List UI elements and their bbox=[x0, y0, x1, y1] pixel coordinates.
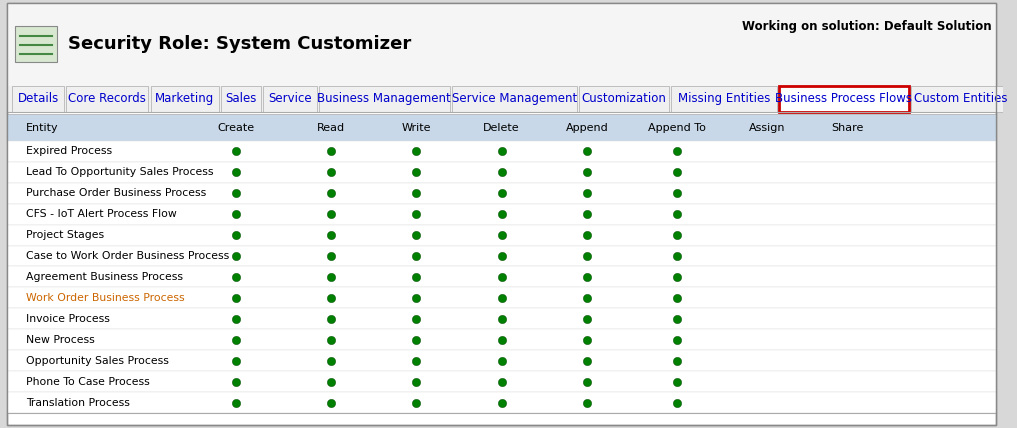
Bar bbox=[7, 267, 997, 287]
Text: Share: Share bbox=[832, 122, 864, 133]
Bar bbox=[7, 86, 997, 112]
Bar bbox=[319, 86, 450, 112]
Bar bbox=[221, 86, 261, 112]
Text: Security Role: System Customizer: Security Role: System Customizer bbox=[68, 35, 412, 53]
Text: Lead To Opportunity Sales Process: Lead To Opportunity Sales Process bbox=[26, 167, 214, 177]
Bar bbox=[7, 287, 997, 308]
Text: Service Management: Service Management bbox=[452, 92, 577, 105]
Text: Custom Entities: Custom Entities bbox=[914, 92, 1008, 105]
Text: Purchase Order Business Process: Purchase Order Business Process bbox=[26, 188, 206, 198]
Bar bbox=[7, 350, 997, 371]
Text: Marketing: Marketing bbox=[155, 92, 215, 105]
Text: Expired Process: Expired Process bbox=[26, 146, 112, 156]
Text: Append To: Append To bbox=[648, 122, 706, 133]
Text: Project Stages: Project Stages bbox=[26, 230, 104, 240]
Text: Assign: Assign bbox=[750, 122, 786, 133]
Bar bbox=[452, 86, 577, 112]
Text: Business Management: Business Management bbox=[317, 92, 452, 105]
Bar bbox=[262, 86, 317, 112]
Text: Append: Append bbox=[565, 122, 608, 133]
Text: Invoice Process: Invoice Process bbox=[26, 314, 110, 324]
Text: Service: Service bbox=[268, 92, 312, 105]
Bar bbox=[671, 86, 777, 112]
Text: Core Records: Core Records bbox=[68, 92, 146, 105]
Text: Read: Read bbox=[317, 122, 345, 133]
Text: Delete: Delete bbox=[483, 122, 520, 133]
Bar bbox=[15, 26, 57, 62]
Bar bbox=[7, 225, 997, 246]
Text: Phone To Case Process: Phone To Case Process bbox=[26, 377, 149, 386]
Text: CFS - IoT Alert Process Flow: CFS - IoT Alert Process Flow bbox=[26, 209, 177, 219]
Text: New Process: New Process bbox=[26, 335, 95, 345]
Bar bbox=[66, 86, 148, 112]
Bar bbox=[151, 86, 219, 112]
Bar bbox=[7, 183, 997, 204]
Text: Working on solution: Default Solution: Working on solution: Default Solution bbox=[741, 20, 992, 33]
Bar bbox=[579, 86, 669, 112]
Text: Case to Work Order Business Process: Case to Work Order Business Process bbox=[26, 251, 230, 261]
Text: Business Process Flows: Business Process Flows bbox=[775, 92, 912, 105]
Bar bbox=[7, 162, 997, 183]
Text: Missing Entities: Missing Entities bbox=[677, 92, 770, 105]
Text: Opportunity Sales Process: Opportunity Sales Process bbox=[26, 356, 169, 366]
Bar bbox=[7, 329, 997, 350]
Text: Customization: Customization bbox=[582, 92, 666, 105]
Bar bbox=[12, 86, 64, 112]
Bar bbox=[7, 114, 997, 141]
Bar bbox=[7, 141, 997, 162]
Text: Sales: Sales bbox=[225, 92, 256, 105]
Text: Write: Write bbox=[402, 122, 431, 133]
Bar bbox=[911, 86, 1011, 112]
Bar bbox=[7, 392, 997, 413]
Text: Details: Details bbox=[17, 92, 59, 105]
Bar bbox=[779, 86, 909, 112]
Text: Translation Process: Translation Process bbox=[26, 398, 130, 407]
Bar bbox=[7, 246, 997, 267]
Text: Work Order Business Process: Work Order Business Process bbox=[26, 293, 185, 303]
Bar bbox=[7, 308, 997, 329]
Text: Agreement Business Process: Agreement Business Process bbox=[26, 272, 183, 282]
Bar bbox=[7, 3, 997, 86]
Text: Create: Create bbox=[218, 122, 254, 133]
Bar bbox=[7, 371, 997, 392]
Bar bbox=[7, 204, 997, 225]
Text: Entity: Entity bbox=[26, 122, 59, 133]
